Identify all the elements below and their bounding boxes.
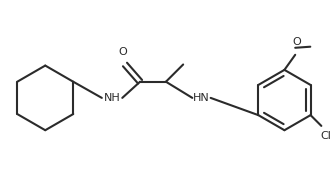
Text: Cl: Cl <box>320 131 331 141</box>
Text: O: O <box>292 37 301 47</box>
Text: NH: NH <box>104 93 121 103</box>
Text: O: O <box>119 47 127 57</box>
Text: HN: HN <box>193 93 210 103</box>
